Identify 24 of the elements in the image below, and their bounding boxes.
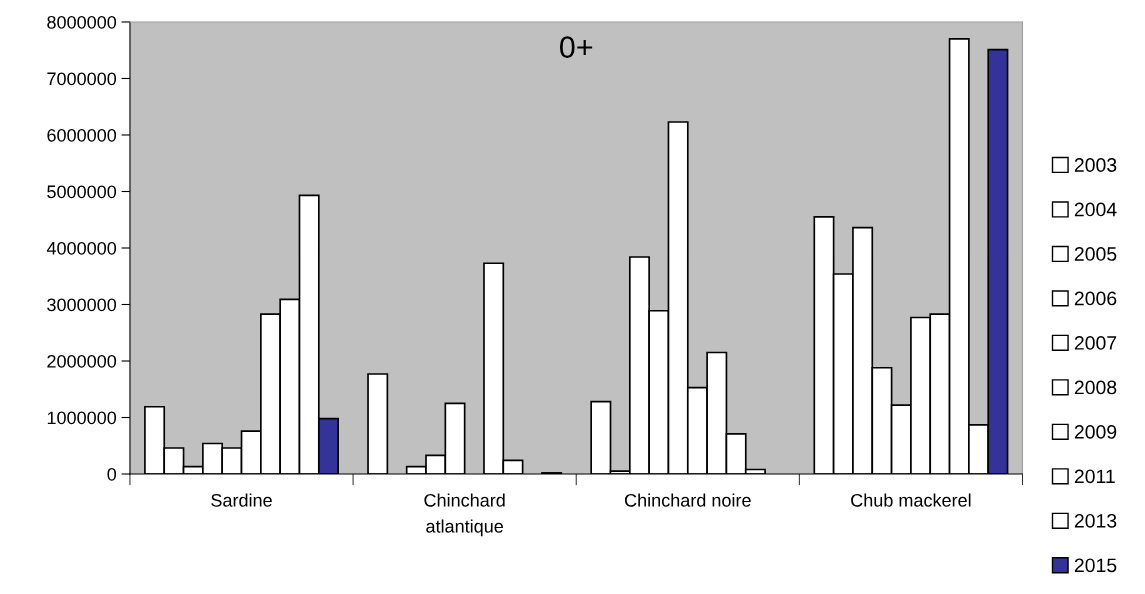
x-tick-label: Chub mackerel (851, 493, 971, 507)
y-tick-label: 1000000 (47, 411, 117, 425)
legend-label: 2015 (1074, 558, 1117, 573)
y-tick-label: 7000000 (47, 72, 117, 86)
x-tick-label: Sardine (211, 493, 272, 507)
legend-label: 2013 (1074, 513, 1117, 528)
legend-label: 2005 (1074, 247, 1117, 261)
legend-label: 2009 (1074, 424, 1117, 439)
y-tick-label: 4000000 (46, 241, 117, 255)
x-tick-label: Chinchard atlantique (424, 493, 505, 537)
y-tick-label: 6000000 (47, 128, 117, 142)
y-tick-label: 8000000 (47, 15, 117, 29)
x-tick-label: Chinchard noire (624, 493, 751, 507)
legend-label: 2008 (1074, 380, 1117, 395)
legend-label: 2006 (1074, 291, 1117, 306)
y-tick-label: 5000000 (47, 185, 117, 199)
y-tick-label: 0 (107, 467, 117, 481)
y-tick-label: 2000000 (47, 354, 117, 368)
legend-label: 2011 (1074, 469, 1115, 484)
chart-title: 0+ (560, 36, 593, 58)
y-tick-label: 3000000 (47, 298, 117, 312)
legend-label: 2007 (1074, 336, 1117, 350)
legend-label: 2004 (1074, 202, 1117, 217)
legend-label: 2003 (1074, 158, 1117, 172)
